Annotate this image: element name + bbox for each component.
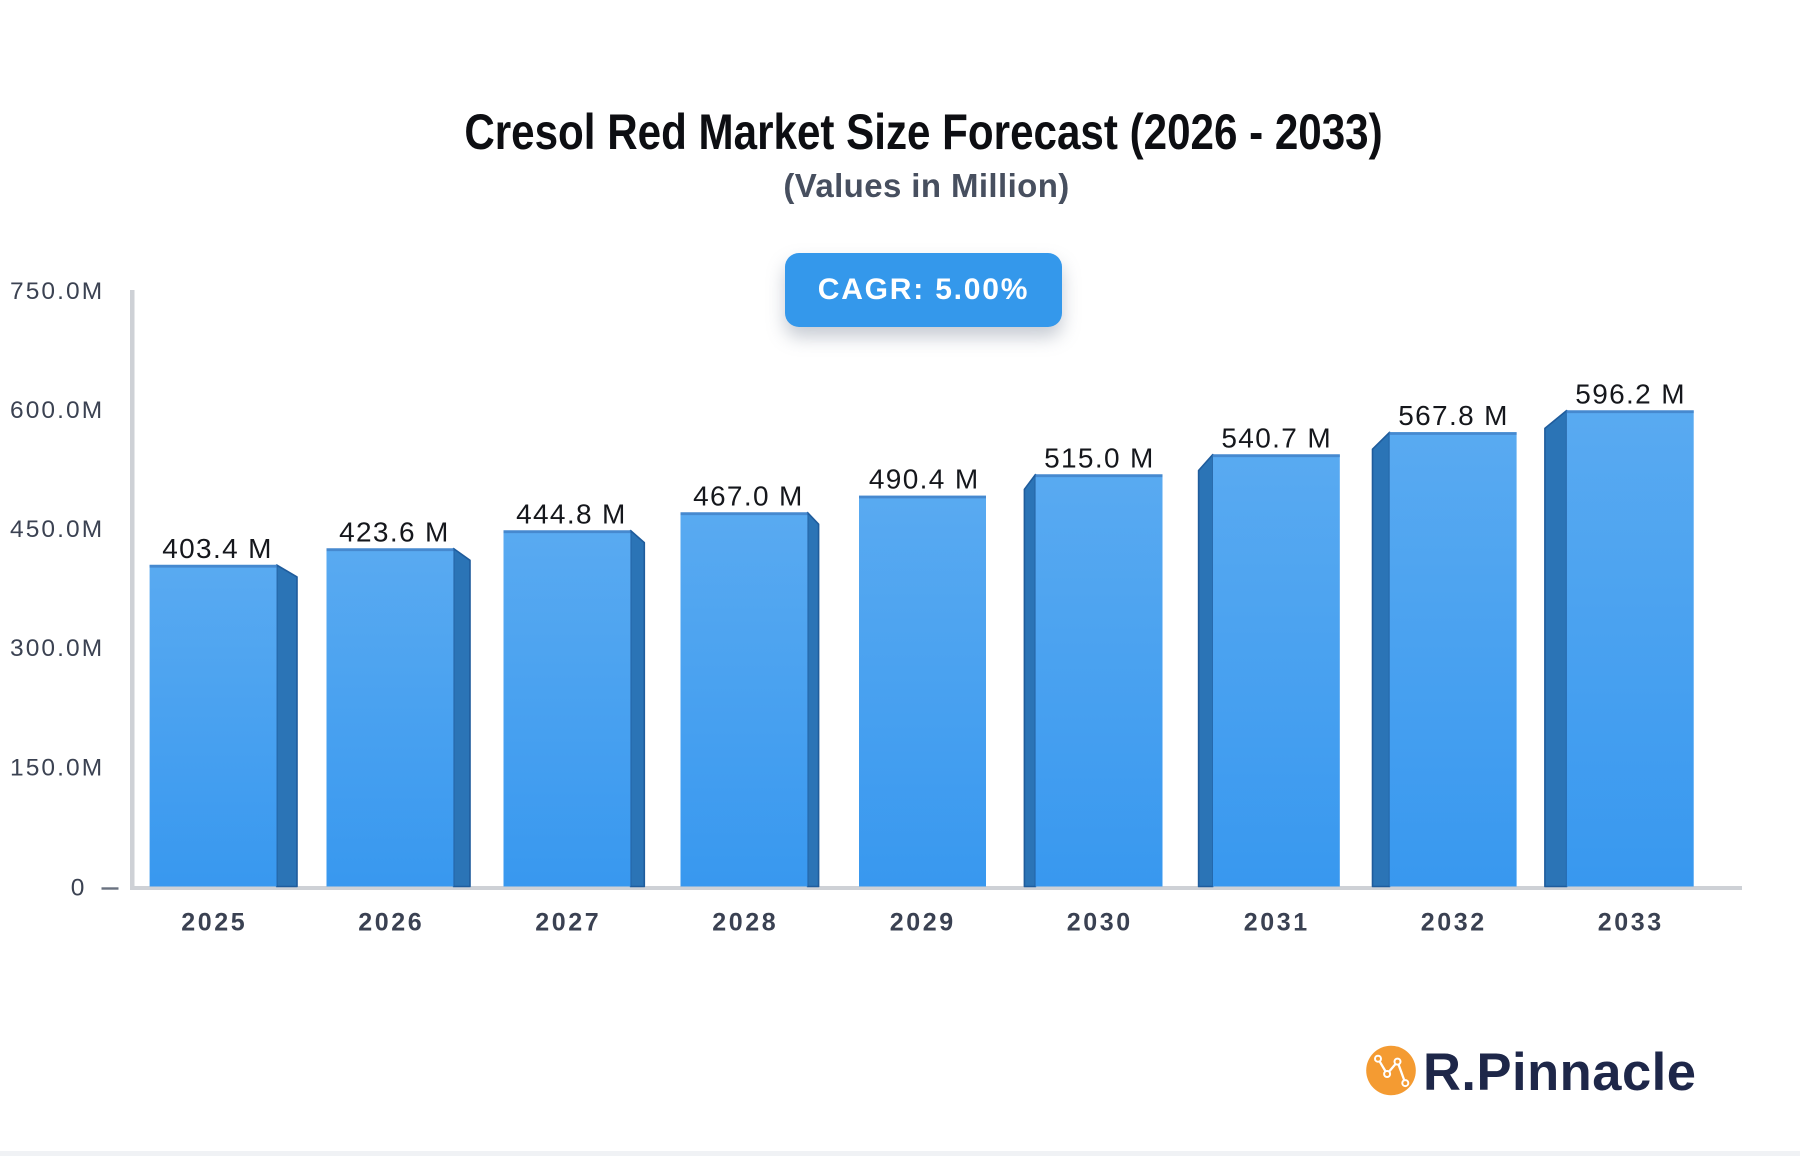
svg-text:450.0M: 450.0M — [10, 516, 104, 543]
svg-text:2030: 2030 — [1067, 909, 1133, 937]
svg-text:0: 0 — [71, 874, 87, 901]
svg-text:2032: 2032 — [1421, 909, 1487, 937]
svg-text:300.0M: 300.0M — [10, 635, 104, 662]
svg-text:150.0M: 150.0M — [10, 755, 104, 782]
svg-text:2027: 2027 — [535, 909, 601, 937]
svg-text:490.4 M: 490.4 M — [869, 464, 980, 495]
svg-text:444.8 M: 444.8 M — [516, 498, 627, 529]
svg-text:540.7 M: 540.7 M — [1221, 422, 1332, 453]
svg-text:2029: 2029 — [890, 909, 956, 937]
svg-text:2025: 2025 — [181, 909, 247, 937]
svg-text:750.0M: 750.0M — [10, 278, 104, 305]
svg-text:423.6 M: 423.6 M — [339, 516, 450, 547]
svg-text:467.0 M: 467.0 M — [693, 480, 804, 511]
svg-text:600.0M: 600.0M — [10, 397, 104, 424]
svg-text:2031: 2031 — [1244, 909, 1310, 937]
svg-text:515.0 M: 515.0 M — [1044, 442, 1155, 473]
svg-text:567.8 M: 567.8 M — [1398, 400, 1509, 431]
svg-text:596.2 M: 596.2 M — [1575, 378, 1686, 409]
svg-text:2026: 2026 — [358, 909, 424, 937]
svg-text:2028: 2028 — [712, 909, 778, 937]
svg-text:403.4 M: 403.4 M — [162, 533, 273, 564]
svg-text:2033: 2033 — [1598, 909, 1664, 937]
